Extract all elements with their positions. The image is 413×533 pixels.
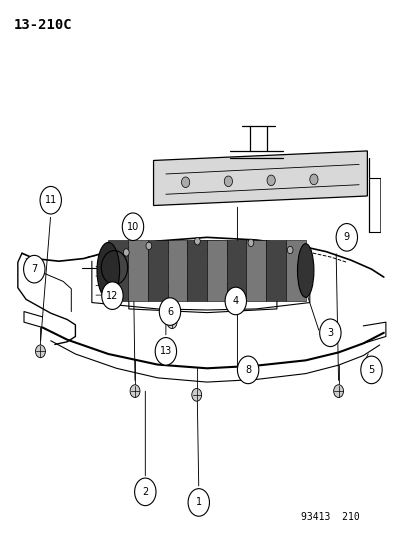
Text: 3: 3 xyxy=(327,328,332,338)
Text: 1: 1 xyxy=(195,497,202,507)
Circle shape xyxy=(335,223,357,251)
Circle shape xyxy=(122,213,143,240)
Bar xyxy=(285,240,305,301)
Bar xyxy=(108,240,128,301)
Text: 6: 6 xyxy=(166,306,173,317)
Circle shape xyxy=(191,389,201,401)
Circle shape xyxy=(266,175,275,185)
Circle shape xyxy=(181,177,189,188)
Text: 7: 7 xyxy=(31,264,37,274)
Text: 93413  210: 93413 210 xyxy=(300,512,359,522)
Circle shape xyxy=(333,385,343,398)
Circle shape xyxy=(159,298,180,325)
Text: 13: 13 xyxy=(159,346,171,357)
Text: 9: 9 xyxy=(343,232,349,243)
Text: 11: 11 xyxy=(45,195,57,205)
Ellipse shape xyxy=(97,243,119,298)
Circle shape xyxy=(224,176,232,187)
Text: 2: 2 xyxy=(142,487,148,497)
Circle shape xyxy=(309,174,317,185)
Circle shape xyxy=(123,249,129,256)
Circle shape xyxy=(360,356,381,384)
Circle shape xyxy=(36,345,45,358)
Circle shape xyxy=(319,319,340,346)
Bar xyxy=(187,240,206,301)
Circle shape xyxy=(130,385,140,398)
Circle shape xyxy=(287,246,292,254)
Circle shape xyxy=(188,489,209,516)
Polygon shape xyxy=(153,151,366,206)
Text: 4: 4 xyxy=(232,296,238,306)
Text: 10: 10 xyxy=(126,222,139,232)
Circle shape xyxy=(194,238,200,245)
Circle shape xyxy=(40,187,61,214)
Bar xyxy=(266,240,285,301)
Circle shape xyxy=(134,478,156,506)
Circle shape xyxy=(167,316,176,328)
Circle shape xyxy=(146,242,151,249)
Text: 8: 8 xyxy=(244,365,251,375)
Ellipse shape xyxy=(297,244,313,297)
Bar xyxy=(147,240,167,301)
Circle shape xyxy=(225,287,246,315)
Circle shape xyxy=(102,282,123,310)
Text: 13-210C: 13-210C xyxy=(14,18,72,33)
Bar xyxy=(206,240,226,301)
Circle shape xyxy=(247,239,253,247)
Bar xyxy=(246,240,266,301)
Bar xyxy=(167,240,187,301)
Text: 12: 12 xyxy=(106,290,118,301)
Bar xyxy=(128,240,147,301)
Circle shape xyxy=(155,337,176,365)
Text: 5: 5 xyxy=(368,365,374,375)
Circle shape xyxy=(24,255,45,283)
Circle shape xyxy=(237,356,258,384)
Bar xyxy=(226,240,246,301)
